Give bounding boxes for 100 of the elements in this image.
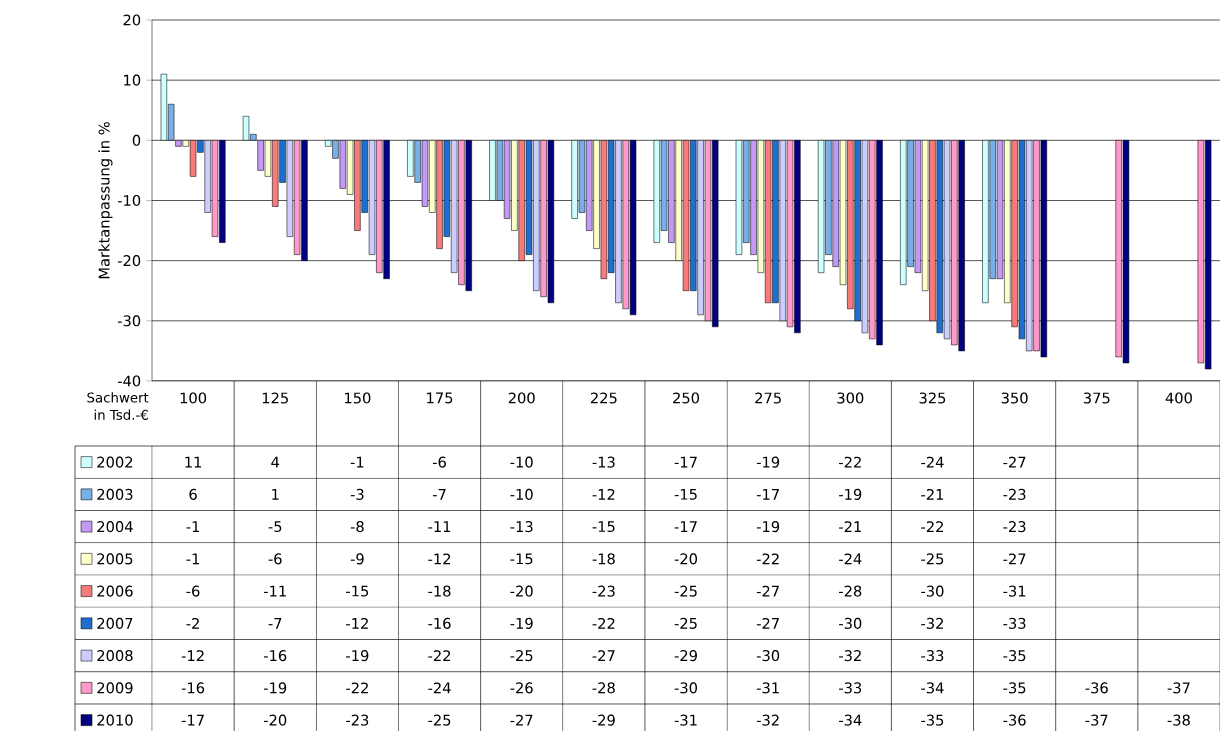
y-tick-label: -40	[117, 375, 141, 387]
data-label: -13	[510, 521, 533, 533]
data-label: -12	[428, 553, 451, 565]
data-label: -13	[592, 456, 615, 468]
data-label: -38	[1167, 714, 1190, 726]
data-label: -23	[346, 714, 369, 726]
data-label: -19	[510, 617, 533, 629]
data-label: -34	[921, 682, 944, 694]
legend-label: 2009	[97, 682, 133, 694]
data-label: -37	[1085, 714, 1108, 726]
y-tick-label: 20	[123, 14, 141, 26]
data-label: -6	[186, 585, 200, 597]
data-label: -7	[268, 618, 282, 629]
data-label: -7	[432, 489, 446, 500]
data-label: -27	[756, 585, 779, 597]
data-label: -9	[350, 553, 364, 565]
data-label: -22	[592, 617, 615, 629]
x-tick-label: 300	[837, 392, 864, 404]
data-label: -17	[674, 521, 697, 532]
data-label: -25	[674, 585, 697, 597]
data-label: -27	[1003, 553, 1026, 565]
data-label: -10	[510, 488, 533, 500]
data-label: -22	[428, 650, 451, 662]
data-label: 6	[189, 488, 197, 500]
data-label: -19	[263, 682, 287, 694]
data-label: -15	[346, 585, 369, 597]
data-label: -18	[428, 585, 451, 597]
y-tick-label: 0	[132, 134, 141, 146]
data-label: -19	[756, 521, 780, 533]
data-label: -25	[921, 553, 944, 565]
data-label: -17	[674, 456, 697, 468]
data-label: -30	[674, 682, 697, 694]
data-label: -35	[1003, 650, 1026, 662]
data-label: -34	[839, 714, 862, 726]
legend-label: 2008	[97, 650, 133, 662]
data-label: -12	[346, 617, 368, 629]
data-label: -12	[592, 488, 615, 500]
data-label: -23	[1003, 521, 1026, 533]
data-label: -17	[181, 714, 204, 726]
data-label: -21	[839, 521, 861, 533]
data-label: -27	[1003, 456, 1026, 468]
data-label: -24	[921, 456, 944, 468]
data-label: -11	[428, 521, 451, 532]
data-label: -29	[674, 650, 697, 662]
data-label: -1	[350, 456, 364, 468]
data-label: -19	[346, 650, 369, 662]
data-label: -19	[756, 456, 780, 468]
data-label: -26	[510, 682, 533, 694]
x-tick-label: 200	[508, 392, 535, 404]
data-label: -25	[428, 714, 451, 726]
legend-label: 2004	[97, 521, 133, 533]
legend-label: 2003	[97, 488, 133, 500]
x-tick-label: 150	[345, 392, 371, 404]
x-tick-label: 275	[755, 392, 781, 404]
legend-label: 2007	[97, 617, 133, 629]
legend-label: 2006	[97, 585, 133, 597]
data-label: 11	[185, 456, 202, 468]
y-tick-label: -30	[117, 315, 141, 327]
data-label: -11	[263, 585, 286, 597]
data-label: -32	[921, 617, 943, 629]
data-label: -30	[839, 617, 862, 629]
data-label: -19	[839, 488, 862, 500]
data-label: -24	[839, 553, 862, 565]
data-label: -27	[510, 714, 533, 726]
data-label: -15	[592, 521, 615, 533]
data-label: -23	[592, 585, 615, 597]
data-label: -22	[346, 682, 368, 694]
data-label: -20	[674, 553, 697, 565]
data-label: -27	[756, 617, 779, 629]
data-label: -25	[674, 617, 697, 629]
data-label: -31	[674, 714, 697, 726]
data-label: -24	[428, 682, 451, 694]
data-label: -28	[839, 585, 862, 597]
data-label: -36	[1085, 682, 1108, 694]
data-label: -6	[268, 553, 282, 565]
data-label: -31	[756, 682, 779, 694]
data-label: -16	[263, 650, 287, 662]
data-label: -23	[1003, 488, 1026, 500]
x-tick-label: 250	[673, 392, 700, 404]
data-label: -8	[350, 521, 364, 533]
data-label: -22	[756, 553, 779, 565]
data-label: -12	[181, 650, 204, 662]
data-label: -32	[756, 714, 779, 726]
legend-label: 2002	[97, 456, 133, 468]
data-label: -30	[756, 650, 780, 662]
legend-label: 2005	[97, 553, 133, 565]
y-tick-label: -10	[117, 194, 141, 207]
legend-label: 2010	[97, 714, 133, 726]
data-label: -3	[350, 488, 364, 500]
data-label: -32	[839, 650, 861, 662]
data-label: -18	[592, 553, 615, 565]
data-label: -20	[510, 585, 533, 597]
data-label: -2	[186, 617, 199, 629]
data-label: -31	[1003, 585, 1026, 597]
data-label: -36	[1003, 714, 1026, 726]
data-label: -33	[839, 682, 862, 694]
data-label: 4	[271, 456, 280, 468]
data-label: -22	[921, 521, 943, 533]
data-label: -6	[432, 456, 446, 468]
data-label: -15	[674, 488, 697, 500]
